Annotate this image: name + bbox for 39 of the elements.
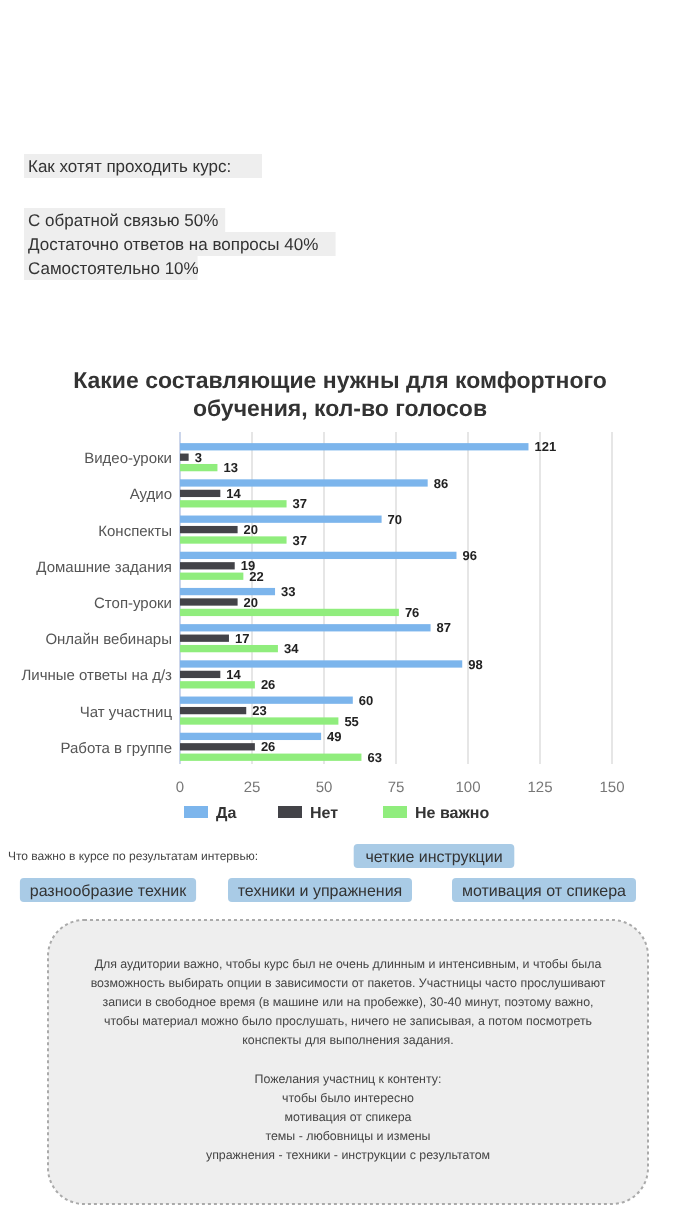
bar (180, 443, 529, 451)
bar (180, 536, 287, 544)
legend-label: Нет (310, 804, 339, 822)
bar (180, 489, 221, 498)
text: Достаточно ответов на вопросы 40% (28, 234, 320, 254)
bar (180, 587, 276, 596)
text: разнообразие техник (29, 882, 188, 900)
bar (180, 634, 229, 642)
bar (180, 572, 244, 580)
bar (180, 696, 353, 704)
bar (180, 706, 247, 715)
legend-label: Не важно (415, 804, 490, 822)
text: С обратной связью 50% (28, 210, 220, 230)
text: Как хотят проходить курс: (28, 156, 232, 176)
bar (180, 717, 339, 725)
bar (180, 670, 221, 679)
bar (180, 500, 287, 508)
bar (180, 624, 431, 632)
bar (180, 598, 238, 606)
text: техники и упражнения (237, 882, 403, 900)
chart-title: Какие составляющие нужны для комфортного обучения, кол-во голосов (73, 370, 607, 422)
bar (180, 515, 382, 523)
text: мотивация от спикера (461, 882, 628, 900)
bar (180, 551, 457, 560)
text: Самостоятельно 10% (28, 258, 200, 278)
bar (180, 608, 399, 617)
bar (180, 463, 218, 472)
legend-label: Да (216, 804, 238, 822)
bar (180, 562, 235, 570)
bar (180, 525, 238, 534)
bar (180, 453, 189, 461)
bar (180, 743, 255, 751)
bar (180, 479, 428, 487)
bar (180, 644, 278, 653)
bar (180, 660, 463, 668)
text: четкие инструкции (365, 848, 503, 866)
bar (180, 681, 255, 689)
bar (180, 753, 362, 761)
bar (180, 732, 322, 741)
